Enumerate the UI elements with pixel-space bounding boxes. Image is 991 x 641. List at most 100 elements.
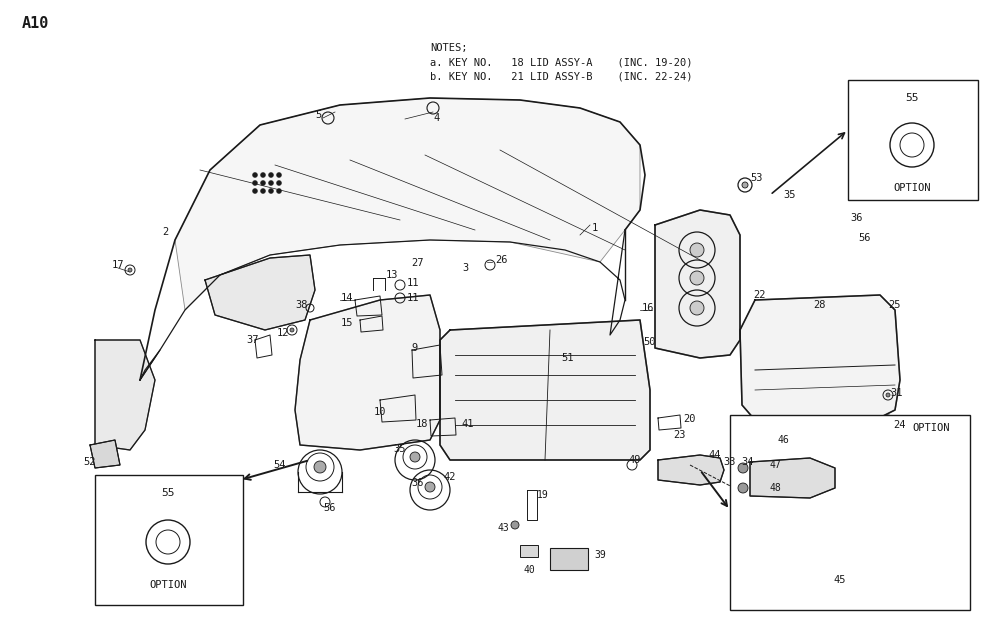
Bar	[730, 415, 970, 610]
Bar	[550, 548, 588, 570]
Text: OPTION: OPTION	[150, 580, 186, 590]
Text: 47: 47	[769, 460, 781, 470]
Text: 4: 4	[434, 113, 440, 123]
Text: 11: 11	[406, 293, 419, 303]
Text: 56: 56	[859, 233, 871, 243]
Circle shape	[269, 188, 274, 194]
Text: 52: 52	[84, 457, 96, 467]
Text: OPTION: OPTION	[913, 423, 950, 433]
Circle shape	[425, 482, 435, 492]
Circle shape	[253, 188, 258, 194]
Text: 13: 13	[385, 270, 398, 280]
Text: 18: 18	[416, 419, 428, 429]
Polygon shape	[658, 455, 724, 485]
Polygon shape	[95, 340, 155, 450]
Circle shape	[269, 181, 274, 185]
Circle shape	[690, 271, 704, 285]
Text: 49: 49	[628, 455, 641, 465]
Text: 26: 26	[496, 255, 508, 265]
Text: 38: 38	[295, 300, 308, 310]
Text: 20: 20	[684, 414, 697, 424]
Circle shape	[261, 188, 266, 194]
Circle shape	[290, 328, 294, 332]
Text: 41: 41	[462, 419, 475, 429]
Polygon shape	[175, 98, 640, 310]
Polygon shape	[655, 210, 740, 358]
Text: 42: 42	[444, 472, 456, 482]
Circle shape	[276, 181, 281, 185]
Circle shape	[128, 268, 132, 272]
Text: 40: 40	[523, 565, 535, 575]
Text: 14: 14	[341, 293, 353, 303]
Polygon shape	[440, 320, 650, 460]
Text: 33: 33	[723, 457, 736, 467]
Polygon shape	[740, 295, 900, 420]
Text: 1: 1	[592, 223, 599, 233]
Text: 16: 16	[642, 303, 654, 313]
Polygon shape	[90, 440, 120, 468]
Text: 5: 5	[315, 110, 321, 120]
Text: 24: 24	[894, 420, 906, 430]
Text: 46: 46	[777, 435, 789, 445]
Circle shape	[269, 172, 274, 178]
Text: 45: 45	[833, 575, 846, 585]
Text: 2: 2	[162, 227, 168, 237]
Circle shape	[253, 181, 258, 185]
Circle shape	[511, 521, 519, 529]
Circle shape	[742, 182, 748, 188]
Text: OPTION: OPTION	[893, 183, 931, 193]
Circle shape	[886, 393, 890, 397]
Text: 50: 50	[644, 337, 656, 347]
Polygon shape	[205, 255, 315, 330]
Text: a. KEY NO.   18 LID ASSY-A    (INC. 19-20): a. KEY NO. 18 LID ASSY-A (INC. 19-20)	[430, 57, 693, 67]
Text: b. KEY NO.   21 LID ASSY-B    (INC. 22-24): b. KEY NO. 21 LID ASSY-B (INC. 22-24)	[430, 71, 693, 81]
Circle shape	[886, 418, 890, 422]
Text: 36: 36	[411, 478, 424, 488]
Text: 12: 12	[276, 328, 289, 338]
Circle shape	[276, 172, 281, 178]
Text: 10: 10	[374, 407, 386, 417]
Bar	[520, 545, 538, 557]
Text: 9: 9	[412, 343, 418, 353]
Text: 15: 15	[341, 318, 353, 328]
Text: 39: 39	[595, 550, 606, 560]
Text: 22: 22	[754, 290, 766, 300]
Text: 11: 11	[406, 278, 419, 288]
Text: 51: 51	[562, 353, 574, 363]
Circle shape	[410, 452, 420, 462]
Polygon shape	[750, 458, 835, 498]
Text: 37: 37	[247, 335, 260, 345]
Text: 54: 54	[274, 460, 286, 470]
Bar	[848, 80, 978, 200]
Circle shape	[690, 301, 704, 315]
Text: 27: 27	[411, 258, 424, 268]
Circle shape	[261, 181, 266, 185]
Text: 19: 19	[537, 490, 549, 500]
Circle shape	[738, 483, 748, 493]
Text: 3: 3	[462, 263, 468, 273]
Bar	[95, 475, 243, 605]
Circle shape	[738, 463, 748, 473]
Text: 36: 36	[850, 213, 863, 223]
Text: 55: 55	[905, 93, 919, 103]
Circle shape	[253, 172, 258, 178]
Text: 28: 28	[814, 300, 826, 310]
Text: 53: 53	[751, 173, 763, 183]
Text: 23: 23	[674, 430, 686, 440]
Text: 17: 17	[112, 260, 124, 270]
Text: 35: 35	[784, 190, 796, 200]
Circle shape	[261, 172, 266, 178]
Text: A10: A10	[22, 16, 50, 31]
Text: 48: 48	[769, 483, 781, 493]
Circle shape	[314, 461, 326, 473]
Polygon shape	[295, 295, 440, 450]
Circle shape	[690, 243, 704, 257]
Text: 35: 35	[393, 444, 406, 454]
Text: 43: 43	[497, 523, 508, 533]
Text: 31: 31	[891, 388, 903, 398]
Text: 25: 25	[889, 300, 901, 310]
Text: 44: 44	[709, 450, 721, 460]
Text: 56: 56	[324, 503, 336, 513]
Text: NOTES;: NOTES;	[430, 43, 468, 53]
Circle shape	[276, 188, 281, 194]
